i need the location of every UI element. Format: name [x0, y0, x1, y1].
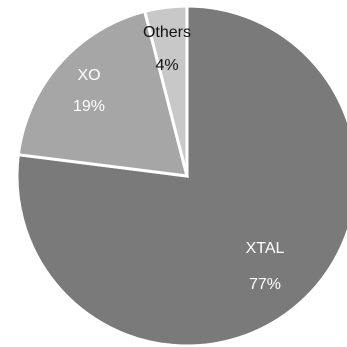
slice-label-others: Others	[143, 24, 191, 41]
slice-label-xtal: XTAL	[246, 240, 285, 257]
slice-value-xtal: 77%	[249, 276, 281, 293]
slice-value-xo: 19%	[73, 98, 105, 115]
pie-labels: XTAL 77% XO 19% Others 4%	[73, 24, 285, 293]
pie-slice-others	[142, 4, 189, 177]
pie-slices	[15, 4, 347, 347]
pie-slice-xo	[16, 9, 190, 178]
slice-label-xo: XO	[77, 67, 100, 84]
slice-value-others: 4%	[155, 57, 178, 74]
